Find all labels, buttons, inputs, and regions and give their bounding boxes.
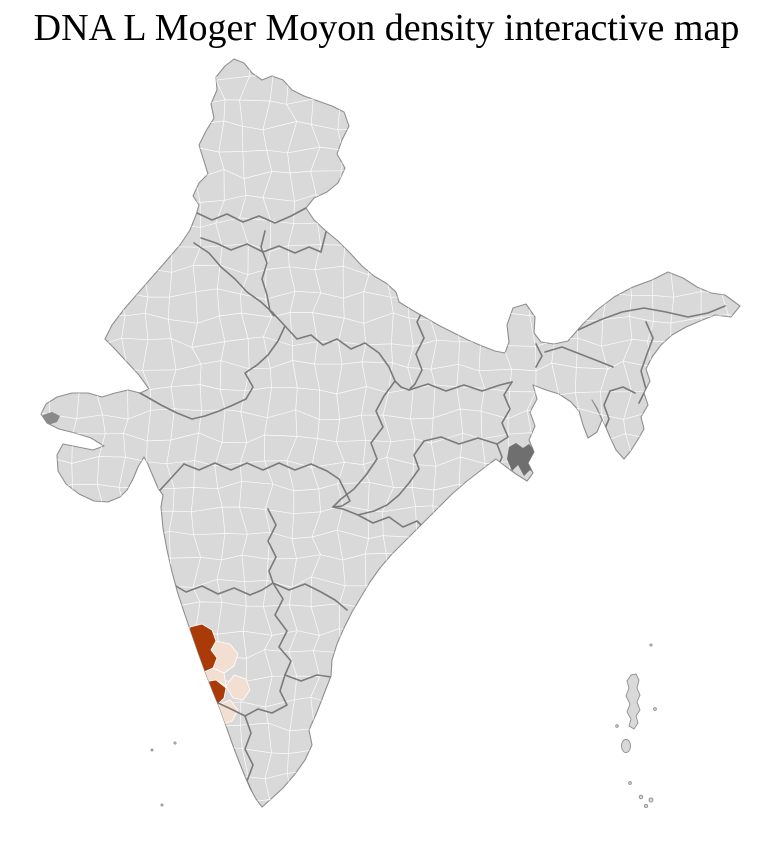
andaman-nicobar-islands[interactable]: [615, 643, 657, 809]
lakshadweep-islands[interactable]: [150, 741, 177, 807]
highlight-district-low-3[interactable]: [225, 674, 251, 701]
kutch-tidal-flat: [42, 412, 60, 425]
map-title: DNA L Moger Moyon density interactive ma…: [33, 7, 740, 49]
state-borders: [109, 207, 726, 806]
